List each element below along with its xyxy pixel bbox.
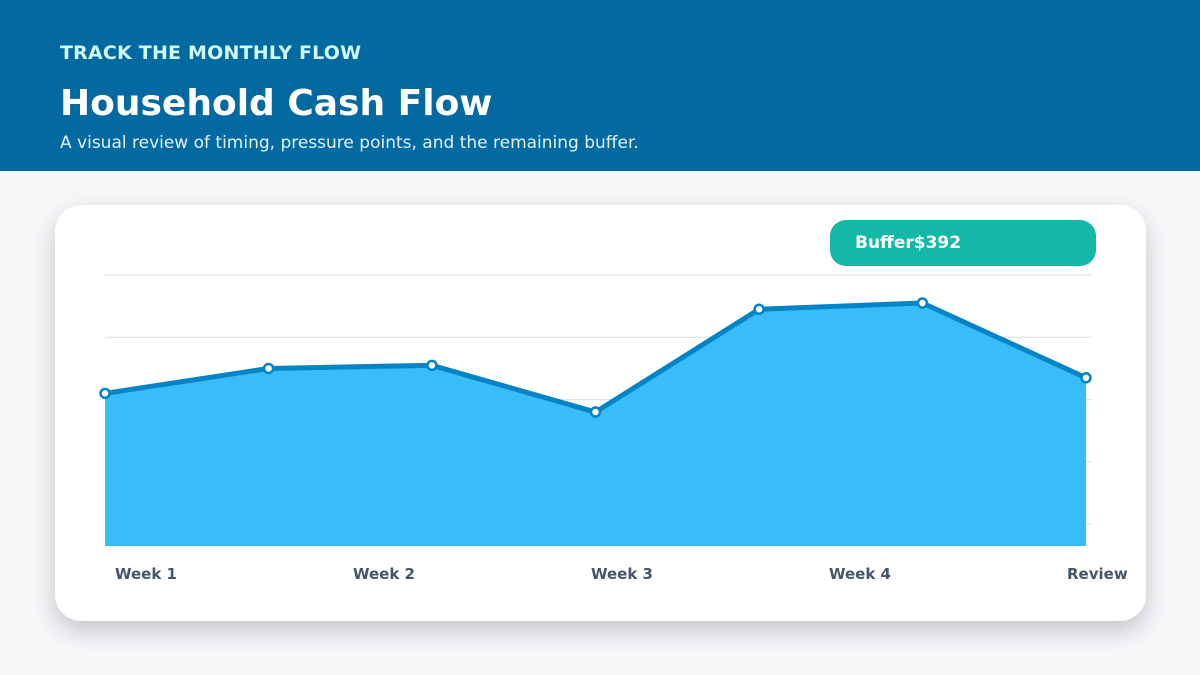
area-fill <box>105 303 1086 546</box>
eyebrow-text: TRACK THE MONTHLY FLOW <box>60 42 362 64</box>
x-tick-label: Week 2 <box>353 565 415 583</box>
buffer-badge-label: Buffer <box>855 233 914 253</box>
data-point <box>99 387 111 400</box>
data-point <box>262 362 275 375</box>
x-tick-label: Week 3 <box>591 565 653 583</box>
x-tick-label: Week 4 <box>829 565 891 583</box>
header-banner: TRACK THE MONTHLY FLOW Household Cash Fl… <box>0 0 1200 171</box>
page-subtitle: A visual review of timing, pressure poin… <box>60 133 639 153</box>
buffer-badge: Buffer $392 <box>830 220 1096 266</box>
data-point <box>1080 372 1092 384</box>
buffer-badge-value: $392 <box>913 233 962 253</box>
page-title: Household Cash Flow <box>60 83 493 124</box>
data-point <box>589 406 602 418</box>
data-point <box>916 297 929 309</box>
data-point <box>753 303 765 316</box>
x-tick-label: Review <box>1067 565 1128 583</box>
x-tick-label: Week 1 <box>115 565 177 583</box>
data-point <box>426 359 438 372</box>
